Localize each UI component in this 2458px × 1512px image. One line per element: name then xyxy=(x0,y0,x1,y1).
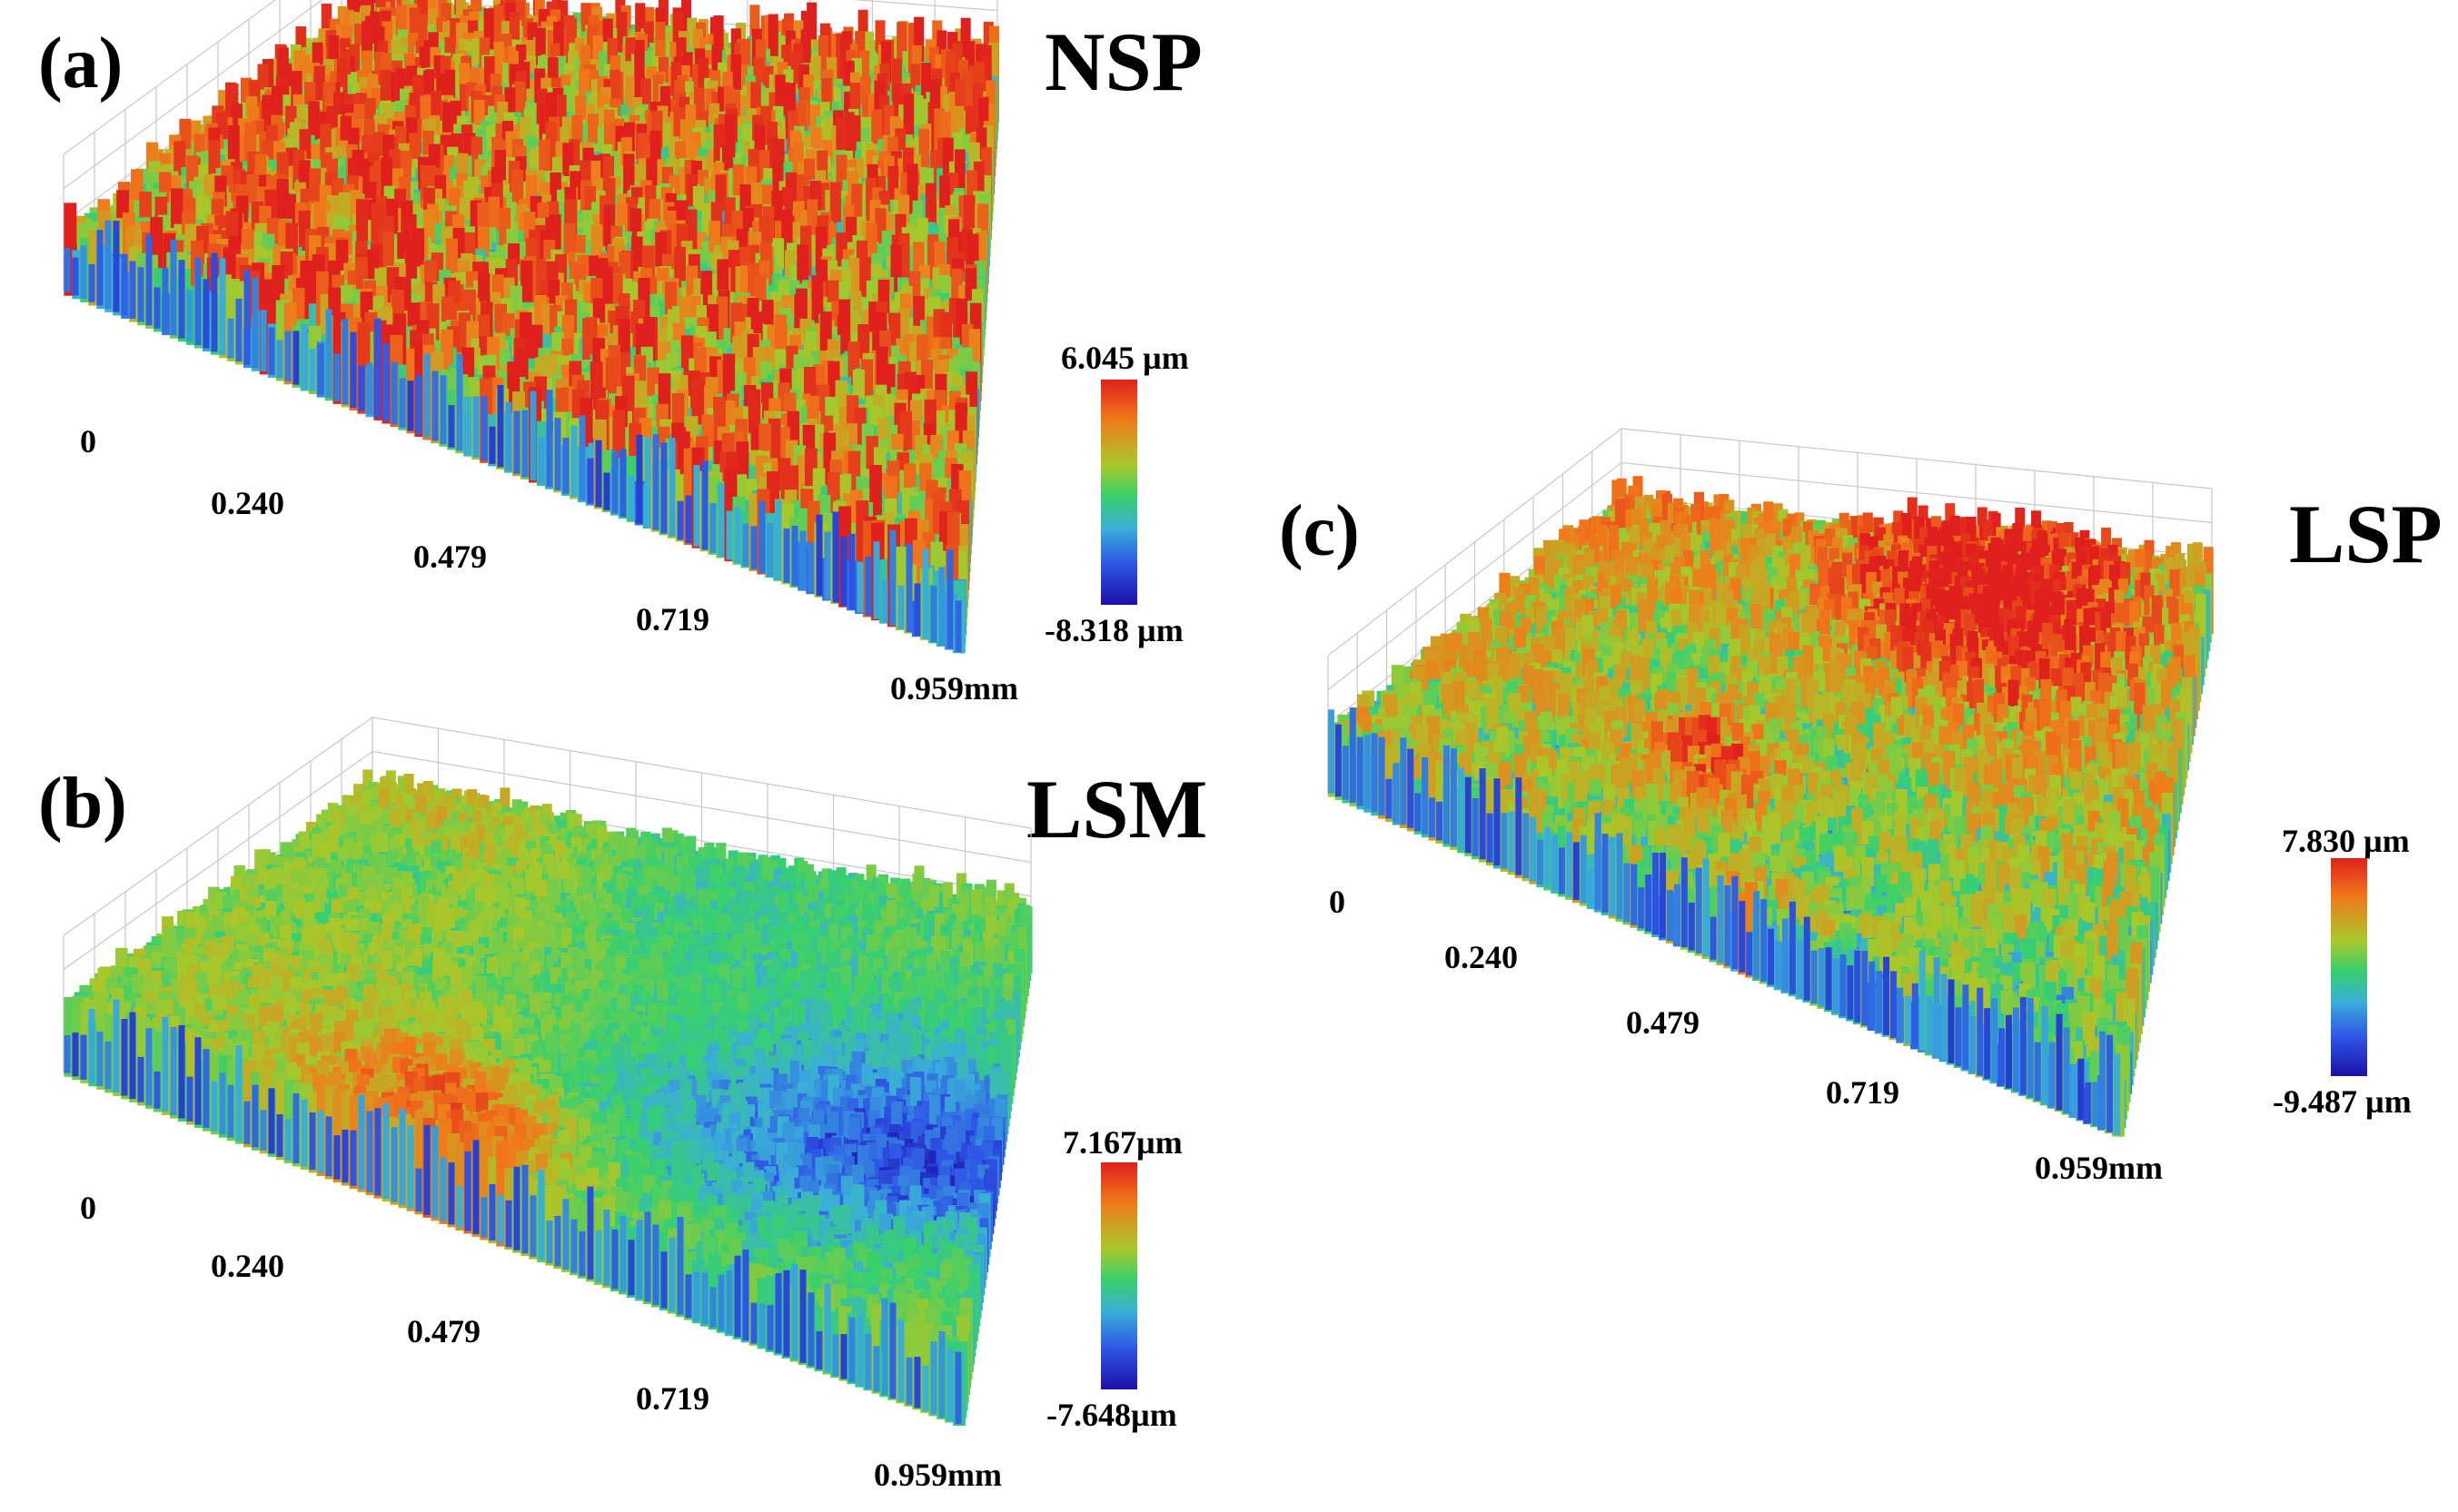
panel-title: LSM xyxy=(1026,767,1207,851)
axis-tick: 0.719 xyxy=(636,603,709,636)
panel-title: NSP xyxy=(1045,20,1203,104)
colorbar xyxy=(1101,380,1137,605)
axis-tick: 0.959mm xyxy=(2035,1151,2163,1184)
surface-mesh xyxy=(64,0,1000,654)
scale-min-label: -7.648µm xyxy=(1046,1398,1177,1431)
surface-plot xyxy=(63,716,1033,1427)
axis-tick: 0.240 xyxy=(1444,941,1518,973)
scale-min-label: -8.318 µm xyxy=(1045,614,1184,647)
axis-tick: 0.719 xyxy=(636,1382,709,1415)
surface-mesh xyxy=(64,769,1033,1427)
axis-tick: 0 xyxy=(80,425,96,458)
axis-tick: 0 xyxy=(1329,885,1345,918)
scale-max-label: 7.167µm xyxy=(1063,1126,1183,1159)
axis-tick: 0.479 xyxy=(413,540,487,573)
panel-letter: (b) xyxy=(38,767,127,840)
panel-letter: (a) xyxy=(38,27,123,100)
axis-tick: 0.479 xyxy=(1626,1006,1700,1039)
axis-tick: 0.240 xyxy=(211,1250,284,1282)
axis-tick: 0.719 xyxy=(1826,1076,1899,1109)
axis-tick: 0 xyxy=(80,1191,96,1224)
scale-min-label: -9.487 µm xyxy=(2273,1085,2412,1118)
surface-mesh xyxy=(1327,476,2214,1137)
scale-max-label: 7.830 µm xyxy=(2282,825,2410,857)
colorbar xyxy=(2331,858,2367,1076)
surface-plot xyxy=(1327,428,2214,1138)
panel-letter: (c) xyxy=(1279,495,1360,568)
scale-max-label: 6.045 µm xyxy=(1061,341,1189,374)
axis-tick: 0.959mm xyxy=(874,1458,1002,1491)
axis-tick: 0.479 xyxy=(407,1315,481,1348)
surface-plot xyxy=(63,0,1000,655)
colorbar xyxy=(1101,1162,1137,1389)
panel-title: LSP xyxy=(2289,492,2443,576)
axis-tick: 0.959mm xyxy=(890,672,1018,705)
axis-tick: 0.240 xyxy=(211,487,284,519)
